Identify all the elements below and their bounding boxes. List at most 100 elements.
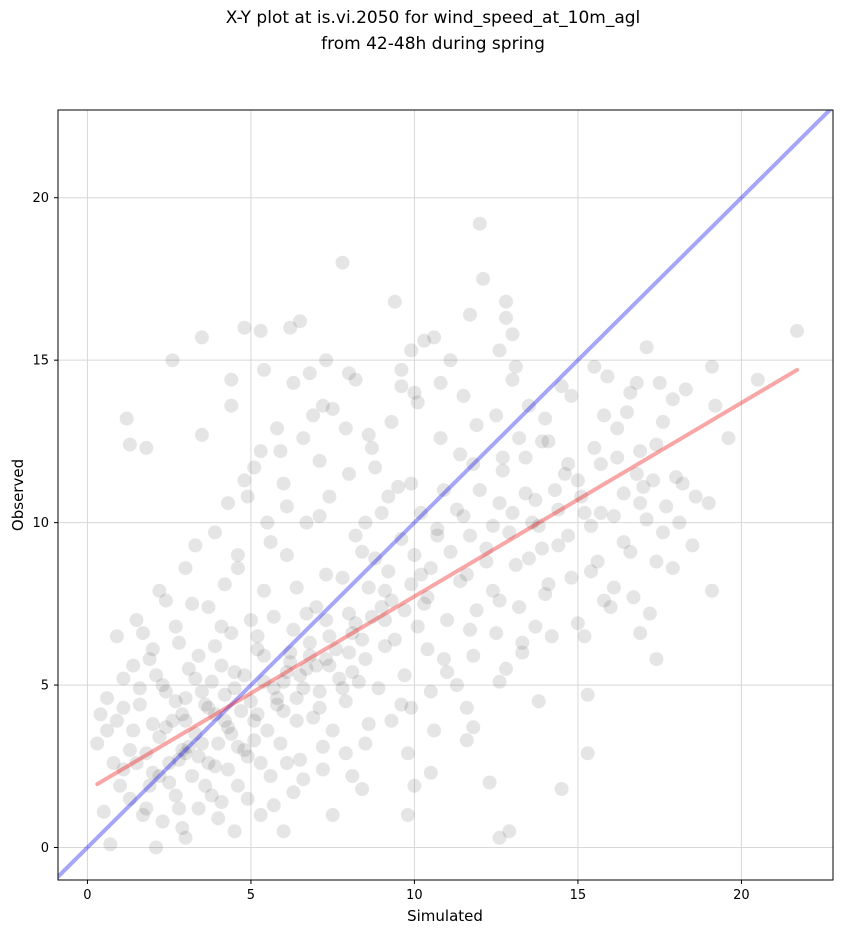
scatter-point (302, 635, 317, 650)
scatter-point (472, 483, 487, 498)
scatter-point (623, 385, 638, 400)
scatter-point (443, 353, 458, 368)
scatter-point (492, 343, 507, 358)
scatter-point (270, 421, 285, 436)
scatter-point (149, 840, 164, 855)
scatter-point (194, 736, 209, 751)
scatter-point (247, 733, 262, 748)
scatter-point (515, 635, 530, 650)
scatter-point (427, 723, 442, 738)
scatter-point (253, 323, 268, 338)
scatter-point (636, 479, 651, 494)
scatter-point (466, 720, 481, 735)
scatter-point (603, 600, 618, 615)
scatter-point (708, 398, 723, 413)
scatter-point (701, 496, 716, 511)
scatter-point (378, 639, 392, 654)
scatter-point (315, 398, 330, 413)
scatter-point (185, 596, 200, 611)
scatter-point (142, 652, 157, 667)
scatter-point (270, 697, 285, 712)
scatter-point (404, 700, 419, 715)
scatter-point (469, 603, 484, 618)
scatter-point (358, 736, 373, 751)
scatter-point (293, 668, 307, 683)
scatter-point (371, 681, 386, 696)
scatter-point (420, 642, 435, 657)
scatter-point (440, 665, 455, 680)
scatter-point (208, 639, 222, 654)
scatter-point (293, 752, 307, 767)
scatter-point (191, 749, 206, 764)
scatter-point (198, 697, 213, 712)
scatter-point (296, 772, 311, 787)
scatter-point (358, 652, 373, 667)
scatter-point (381, 564, 396, 579)
scatter-point (469, 418, 484, 433)
scatter-point (629, 375, 644, 390)
scatter-point (289, 713, 304, 728)
y-tick-label: 10 (32, 516, 49, 531)
scatter-point (257, 583, 271, 598)
scatter-point (479, 554, 494, 569)
scatter-point (580, 746, 595, 761)
scatter-point (276, 704, 291, 719)
scatter-point (126, 723, 141, 738)
scatter-point (279, 499, 294, 514)
scatter-point (584, 564, 598, 579)
scatter-point (194, 427, 209, 442)
scatter-point (436, 483, 451, 498)
scatter-point (312, 700, 327, 715)
scatter-point (243, 694, 258, 709)
scatter-point (342, 466, 356, 481)
scatter-point (378, 613, 392, 628)
scatter-point (188, 671, 203, 686)
scatter-point (531, 694, 546, 709)
scatter-point (325, 723, 340, 738)
scatter-point (286, 622, 301, 637)
scatter-point (570, 473, 585, 488)
scatter-point (162, 775, 177, 790)
scatter-point (214, 619, 229, 634)
scatter-point (665, 392, 680, 407)
scatter-point (240, 791, 255, 806)
scatter-point (512, 431, 527, 446)
scatter-point (482, 775, 497, 790)
scatter-point (224, 398, 239, 413)
scatter-point (342, 645, 356, 660)
scatter-point (217, 713, 232, 728)
scatter-point (485, 583, 500, 598)
scatter-point (168, 788, 183, 803)
scatter-point (208, 759, 222, 774)
scatter-point (525, 515, 540, 530)
scatter-point (306, 710, 321, 725)
scatter-point (580, 687, 595, 702)
scatter-point (119, 411, 134, 426)
scatter-point (518, 486, 533, 501)
scatter-point (253, 444, 268, 459)
scatter-point (705, 359, 719, 374)
scatter-point (168, 619, 183, 634)
scatter-point (642, 606, 657, 621)
scatter-point (616, 535, 631, 550)
scatter-point (296, 681, 311, 696)
scatter-point (250, 707, 265, 722)
scatter-point (400, 808, 415, 822)
scatter-point (600, 369, 615, 384)
scatter-point (338, 694, 353, 709)
scatter-point (201, 756, 216, 770)
regression-line (95, 367, 800, 787)
scatter-point (544, 629, 559, 644)
scatter-point (214, 658, 229, 673)
scatter-point (665, 561, 680, 576)
scatter-point (463, 528, 477, 543)
scatter-point (387, 294, 402, 309)
scatter-point (227, 665, 242, 680)
scatter-point (247, 713, 262, 728)
scatter-point (548, 483, 562, 498)
scatter-point (139, 746, 154, 761)
scatter-point (191, 801, 206, 816)
scatter-point (531, 518, 546, 533)
scatter-point (459, 700, 474, 715)
scatter-point (538, 587, 553, 602)
